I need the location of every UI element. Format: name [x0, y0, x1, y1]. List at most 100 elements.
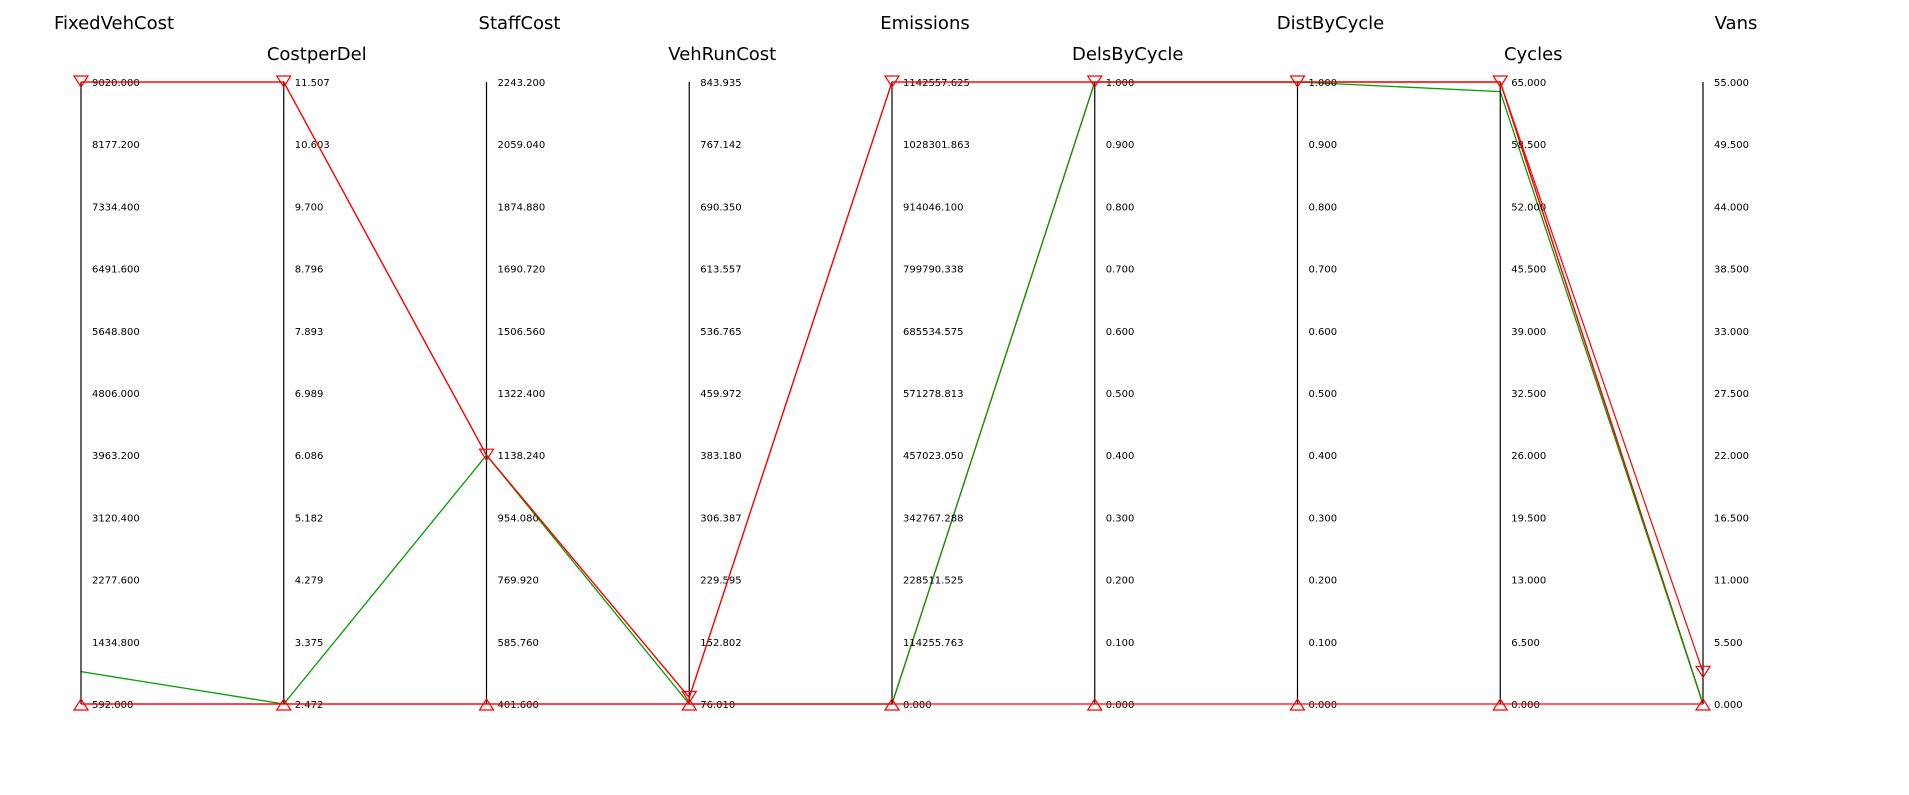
tick-label: 383.180: [700, 451, 741, 462]
tick-label: 536.765: [700, 327, 741, 338]
tick-label: 769.920: [498, 576, 539, 587]
axis-title-VehRunCost: VehRunCost: [668, 44, 776, 65]
tick-label: 10.603: [295, 140, 330, 151]
tick-label: 5648.800: [92, 327, 140, 338]
tick-label: 45.500: [1511, 265, 1546, 276]
tick-label: 1322.400: [498, 389, 546, 400]
tick-label: 11.000: [1714, 576, 1749, 587]
tick-label: 65.000: [1511, 78, 1546, 89]
tick-label: 55.000: [1714, 78, 1749, 89]
axis-title-Cycles: Cycles: [1504, 44, 1563, 65]
tick-label: 4806.000: [92, 389, 140, 400]
tick-label: 22.000: [1714, 451, 1749, 462]
tick-label: 0.600: [1309, 327, 1338, 338]
tick-label: 613.557: [700, 265, 741, 276]
tick-label: 306.387: [700, 513, 741, 524]
tick-label: 229.595: [700, 576, 741, 587]
tick-label: 843.935: [700, 78, 741, 89]
axis-title-StaffCost: StaffCost: [479, 13, 561, 34]
tick-label: 2059.040: [498, 140, 546, 151]
tick-label: 0.800: [1106, 202, 1135, 213]
tick-label: 459.972: [700, 389, 741, 400]
tick-label: 457023.050: [903, 451, 963, 462]
tick-label: 76.010: [700, 700, 735, 711]
tick-label: 914046.100: [903, 202, 963, 213]
tick-label: 7334.400: [92, 202, 140, 213]
tick-label: 342767.288: [903, 513, 963, 524]
tick-label: 9.700: [295, 202, 324, 213]
axis-title-DelsByCycle: DelsByCycle: [1072, 44, 1184, 65]
tick-label: 0.300: [1106, 513, 1135, 524]
tick-label: 2277.600: [92, 576, 140, 587]
tick-label: 0.500: [1309, 389, 1338, 400]
tick-label: 1434.800: [92, 638, 140, 649]
axis-title-Emissions: Emissions: [880, 13, 969, 34]
tick-label: 38.500: [1714, 265, 1749, 276]
axes: FixedVehCost 592.000 1434.800 2277.600 3120.…: [54, 13, 1757, 711]
tick-label: 690.350: [700, 202, 741, 213]
tick-label: 0.400: [1309, 451, 1338, 462]
tick-label: 19.500: [1511, 513, 1546, 524]
tick-label: 2243.200: [498, 78, 546, 89]
tick-label: 0.000: [1106, 700, 1135, 711]
tick-label: 1506.560: [498, 327, 546, 338]
tick-label: 0.300: [1309, 513, 1338, 524]
tick-label: 6.989: [295, 389, 324, 400]
tick-label: 0.400: [1106, 451, 1135, 462]
filter-handle-top-Vans[interactable]: [1694, 665, 1712, 679]
tick-label: 1.000: [1309, 78, 1338, 89]
tick-label: 5.500: [1714, 638, 1743, 649]
tick-label: 0.900: [1309, 140, 1338, 151]
tick-label: 592.000: [92, 700, 133, 711]
tick-label: 0.200: [1106, 576, 1135, 587]
axis-title-FixedVehCost: FixedVehCost: [54, 13, 174, 34]
tick-label: 228511.525: [903, 576, 963, 587]
tick-label: 767.142: [700, 140, 741, 151]
tick-label: 0.600: [1106, 327, 1135, 338]
tick-label: 0.700: [1106, 265, 1135, 276]
tick-label: 6491.600: [92, 265, 140, 276]
filter-upper-bound-line: [81, 81, 1704, 699]
filter-handles[interactable]: [72, 75, 1712, 711]
tick-label: 58.500: [1511, 140, 1546, 151]
tick-label: 0.900: [1106, 140, 1135, 151]
tick-label: 2.472: [295, 700, 324, 711]
tick-label: 1138.240: [498, 451, 546, 462]
tick-label: 0.000: [903, 700, 932, 711]
filter-handle-top-StaffCost[interactable]: [478, 448, 495, 462]
axis-title-DistByCycle: DistByCycle: [1277, 13, 1385, 34]
tick-label: 7.893: [295, 327, 324, 338]
tick-label: 0.000: [1309, 700, 1338, 711]
tick-label: 16.500: [1714, 513, 1749, 524]
tick-label: 1028301.863: [903, 140, 970, 151]
axis-title-Vans: Vans: [1715, 13, 1758, 34]
axis-title-CostperDel: CostperDel: [267, 44, 367, 65]
tick-label: 26.000: [1511, 451, 1546, 462]
tick-label: 8177.200: [92, 140, 140, 151]
tick-label: 571278.813: [903, 389, 963, 400]
filter-handle-top-VehRunCost[interactable]: [681, 690, 698, 704]
tick-label: 4.279: [295, 576, 324, 587]
tick-label: 0.200: [1309, 576, 1338, 587]
tick-label: 401.600: [498, 700, 539, 711]
tick-label: 9020.000: [92, 78, 140, 89]
tick-label: 1874.880: [498, 202, 546, 213]
tick-label: 585.760: [498, 638, 539, 649]
tick-label: 11.507: [295, 78, 330, 89]
tick-label: 1142557.625: [903, 78, 970, 89]
tick-label: 0.100: [1106, 638, 1135, 649]
tick-label: 6.500: [1511, 638, 1540, 649]
tick-label: 0.100: [1309, 638, 1338, 649]
tick-label: 1.000: [1106, 78, 1135, 89]
tick-label: 49.500: [1714, 140, 1749, 151]
tick-label: 27.500: [1714, 389, 1749, 400]
tick-label: 52.000: [1511, 202, 1546, 213]
tick-label: 13.000: [1511, 576, 1546, 587]
tick-label: 0.800: [1309, 202, 1338, 213]
tick-label: 0.000: [1714, 700, 1743, 711]
tick-label: 33.000: [1714, 327, 1749, 338]
tick-label: 8.796: [295, 265, 324, 276]
tick-label: 1690.720: [498, 265, 546, 276]
tick-label: 3963.200: [92, 451, 140, 462]
